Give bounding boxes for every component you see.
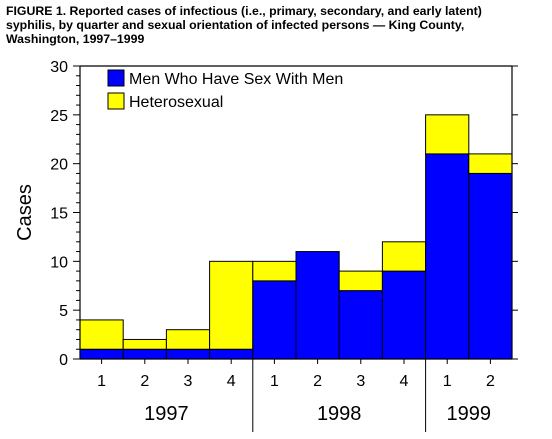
- x-tick-label: 4: [227, 373, 236, 390]
- bar-segment-hetero: [122, 338, 167, 350]
- bar-segment-msm: [165, 348, 211, 360]
- y-tick-label: 20: [50, 157, 68, 174]
- x-tick-label: 1: [443, 373, 452, 390]
- bar-segment-msm: [381, 270, 427, 360]
- figure-title: FIGURE 1. Reported cases of infectious (…: [6, 4, 482, 46]
- x-tick-label: 1: [97, 373, 106, 390]
- legend-label: Men Who Have Sex With Men: [129, 71, 343, 88]
- legend: Men Who Have Sex With Men Heterosexual: [107, 69, 343, 111]
- bar-segment-msm: [209, 348, 254, 360]
- bar-segment-msm: [252, 280, 297, 360]
- legend-label: Heterosexual: [129, 94, 223, 111]
- bar-segment-hetero: [338, 270, 383, 292]
- year-label: 1998: [317, 403, 362, 425]
- bar-segment-msm: [122, 348, 167, 360]
- bar-segment-msm: [425, 153, 470, 360]
- axes-layer: 0 5 10 15 20 25 30 Cases 1 2 3 4 1 2 3 4 1 2 1997 1998 1999: [14, 59, 518, 432]
- year-label: 1997: [144, 403, 189, 425]
- bar-segment-hetero: [252, 260, 297, 282]
- legend-swatch-msm: [107, 69, 125, 87]
- y-tick-label: 5: [59, 303, 68, 320]
- bar-segment-msm: [338, 290, 383, 360]
- x-tick-label: 4: [400, 373, 409, 390]
- x-tick-label: 1: [270, 373, 279, 390]
- bar-segment-hetero: [468, 153, 513, 174]
- y-tick-label: 15: [50, 206, 68, 223]
- legend-swatch-hetero: [107, 92, 125, 110]
- bar-segment-hetero: [79, 319, 124, 350]
- y-tick-label: 25: [50, 108, 68, 125]
- bar-segment-msm: [79, 348, 124, 360]
- bar-segment-hetero: [165, 329, 211, 350]
- y-tick-label: 10: [50, 254, 68, 271]
- x-tick-label: 3: [356, 373, 365, 390]
- bar-segment-hetero: [425, 114, 470, 155]
- bar-segment-hetero: [209, 260, 254, 350]
- bar-segment-msm: [295, 251, 340, 360]
- x-tick-label: 2: [313, 373, 322, 390]
- y-tick-label: 30: [50, 59, 68, 76]
- x-tick-label: 3: [184, 373, 193, 390]
- bar-segment-hetero: [381, 241, 427, 272]
- year-label: 1999: [447, 403, 492, 425]
- y-tick-label: 0: [59, 352, 68, 369]
- bar-segment-msm: [468, 172, 513, 360]
- bars-layer: [79, 114, 513, 360]
- y-axis-label: Cases: [14, 184, 36, 241]
- x-tick-label: 2: [140, 373, 149, 390]
- x-tick-label: 2: [486, 373, 495, 390]
